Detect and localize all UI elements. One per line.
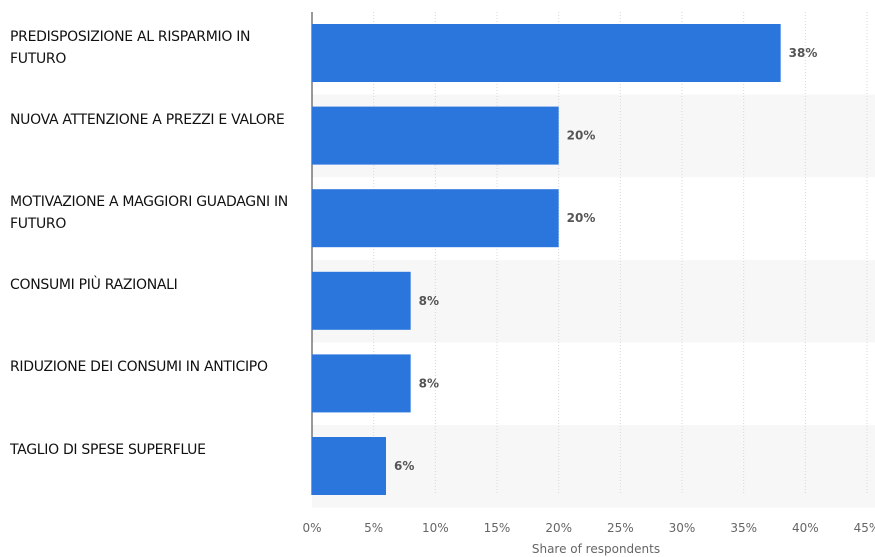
category-label: NUOVA ATTENZIONE A PREZZI E VALORE — [10, 111, 285, 128]
value-label: 6% — [394, 459, 414, 473]
category-label: RIDUZIONE DEI CONSUMI IN ANTICIPO — [10, 359, 268, 376]
category-label: TAGLIO DI SPESE SUPERFLUE — [10, 442, 206, 458]
value-label: 8% — [419, 294, 439, 308]
x-tick-label: 0% — [302, 521, 321, 535]
category-label: MOTIVAZIONE A MAGGIORI GUADAGNI IN FUTUR… — [10, 194, 288, 233]
x-tick-label: 35% — [730, 521, 757, 535]
x-tick-label: 20% — [545, 521, 572, 535]
bar — [312, 189, 559, 248]
x-tick-label: 25% — [607, 521, 634, 535]
bar — [312, 106, 559, 165]
bar — [312, 24, 781, 82]
x-tick-label: 40% — [792, 521, 819, 535]
value-label: 38% — [789, 46, 818, 60]
row-band — [312, 425, 875, 508]
category-label: PREDISPOSIZIONE AL RISPARMIO IN FUTURO — [10, 29, 251, 67]
x-axis-title: Share of respondents — [532, 542, 660, 556]
x-tick-label: 45% — [854, 521, 875, 535]
x-tick-label: 15% — [484, 521, 511, 535]
category-label: CONSUMI PIÙ RAZIONALI — [10, 276, 178, 293]
value-label: 20% — [567, 211, 596, 225]
x-tick-label: 30% — [669, 521, 696, 535]
value-label: 8% — [419, 376, 439, 390]
bar — [312, 437, 386, 495]
x-tick-label: 10% — [422, 521, 449, 535]
value-label: 20% — [567, 129, 596, 143]
bar — [312, 354, 411, 413]
bar — [312, 271, 411, 330]
x-tick-label: 5% — [364, 521, 383, 535]
